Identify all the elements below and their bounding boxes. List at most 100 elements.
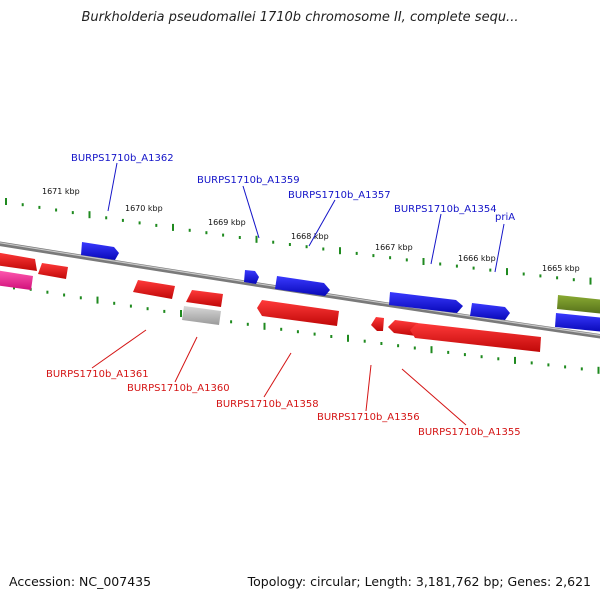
scale-minor-tick — [146, 307, 149, 311]
scale-major-tick — [506, 268, 508, 276]
gene-arrow-gray-feature[interactable] — [182, 306, 221, 325]
gene-arrow-a1358[interactable] — [257, 300, 339, 326]
inner-scale-track — [13, 282, 600, 374]
scale-tick-label: 1671 kbp — [42, 187, 80, 196]
gene-label-a1358[interactable]: BURPS1710b_A1358 — [216, 399, 319, 410]
gene-label-a1355[interactable]: BURPS1710b_A1355 — [418, 427, 521, 438]
gene-arrow-a1355[interactable] — [410, 323, 541, 352]
gene-label-a1356[interactable]: BURPS1710b_A1356 — [317, 412, 420, 423]
scale-minor-tick — [113, 301, 116, 305]
scale-minor-tick — [272, 240, 275, 244]
scale-tick-label: 1670 kbp — [125, 204, 163, 213]
leader-line-a1362 — [107, 162, 118, 212]
scale-minor-tick — [472, 266, 475, 270]
gene-arrow-a1360[interactable] — [186, 290, 223, 307]
scale-major-tick — [347, 334, 349, 342]
scale-minor-tick — [238, 236, 241, 239]
gene-label-a1362[interactable]: BURPS1710b_A1362 — [71, 153, 174, 164]
genome-stats-text: Topology: circular; Length: 3,181,762 bp… — [247, 574, 591, 589]
gene-label-a1361[interactable]: BURPS1710b_A1361 — [46, 369, 149, 380]
scale-minor-tick — [322, 247, 325, 251]
scale-minor-tick — [447, 350, 450, 354]
leader-line-a1355 — [401, 368, 467, 426]
scale-minor-tick — [55, 208, 58, 212]
scale-minor-tick — [155, 223, 158, 227]
scale-minor-tick — [489, 268, 492, 272]
scale-minor-tick — [530, 361, 533, 365]
gene-arrow-left-edge[interactable] — [0, 252, 37, 271]
gene-arrow-a1354[interactable] — [389, 292, 463, 313]
scale-minor-tick — [313, 332, 316, 336]
scale-minor-tick — [363, 339, 366, 343]
outer-scale-track — [5, 198, 592, 285]
gene-arrow-red-small[interactable] — [38, 263, 68, 279]
gene-arrow-a1357[interactable] — [275, 276, 330, 296]
chromosome-backbone-highlight — [0, 242, 600, 336]
scale-major-tick — [589, 277, 592, 285]
scale-minor-tick — [463, 353, 466, 357]
scale-major-tick — [180, 310, 182, 317]
scale-major-tick — [96, 296, 99, 304]
gene-label-a1354[interactable]: BURPS1710b_A1354 — [394, 204, 497, 215]
leader-line-a1356 — [365, 364, 372, 412]
scale-minor-tick — [405, 258, 408, 262]
scale-major-tick — [430, 346, 433, 354]
scale-major-tick — [339, 247, 341, 255]
leader-line-a1361 — [91, 329, 147, 369]
scale-major-tick — [5, 198, 7, 205]
scale-minor-tick — [230, 320, 233, 324]
scale-minor-tick — [564, 365, 567, 369]
gene-label-a1359[interactable]: BURPS1710b_A1359 — [197, 175, 300, 186]
gene-arrow-small-forward[interactable] — [244, 270, 259, 284]
scale-major-tick — [422, 258, 425, 265]
scale-minor-tick — [372, 254, 375, 258]
gene-arrow-a1361[interactable] — [133, 280, 175, 299]
scale-minor-tick — [222, 233, 225, 237]
scale-minor-tick — [63, 293, 66, 297]
scale-major-tick — [255, 235, 258, 243]
scale-tick-label: 1668 kbp — [291, 232, 329, 241]
scale-tick-label: 1665 kbp — [542, 264, 580, 273]
gene-arrow-a1356[interactable] — [371, 317, 384, 331]
scale-minor-tick — [163, 309, 166, 313]
scale-minor-tick — [305, 245, 308, 249]
accession-text: Accession: NC_007435 — [9, 574, 152, 589]
leader-line-a1354 — [430, 213, 442, 265]
scale-minor-tick — [522, 272, 525, 276]
scale-minor-tick — [246, 322, 249, 326]
scale-minor-tick — [71, 211, 74, 215]
gene-arrow-olive-feature[interactable] — [557, 295, 600, 314]
scale-minor-tick — [330, 335, 333, 338]
gene-arrow-pria[interactable] — [470, 303, 510, 320]
scale-minor-tick — [129, 304, 132, 308]
scale-minor-tick — [389, 256, 392, 260]
gene-arrow-pink-feature[interactable] — [0, 270, 33, 290]
gene-arrow-a1362[interactable] — [81, 242, 119, 260]
gene-label-a1357[interactable]: BURPS1710b_A1357 — [288, 190, 391, 201]
scale-minor-tick — [480, 355, 483, 359]
scale-minor-tick — [572, 278, 575, 282]
scale-minor-tick — [21, 203, 24, 207]
scale-minor-tick — [46, 290, 49, 294]
scale-minor-tick — [556, 276, 559, 280]
leader-line-a1357 — [308, 199, 336, 247]
scale-minor-tick — [547, 363, 550, 367]
scale-major-tick — [514, 356, 516, 364]
scale-tick-label: 1666 kbp — [458, 254, 496, 263]
gene-label-a1360[interactable]: BURPS1710b_A1360 — [127, 383, 230, 394]
chromosome-backbone — [0, 241, 600, 339]
page-title: Burkholderia pseudomallei 1710b chromoso… — [81, 10, 519, 25]
gene-label-pria[interactable]: priA — [495, 212, 515, 223]
gene-arrow-forward-edge[interactable] — [555, 313, 600, 332]
scale-major-tick — [172, 223, 174, 231]
scale-minor-tick — [497, 357, 500, 361]
scale-minor-tick — [580, 367, 583, 371]
scale-minor-tick — [105, 216, 108, 220]
scale-major-tick — [597, 366, 600, 374]
gene-arrow-a1355-front[interactable] — [388, 320, 418, 336]
leader-line-a1359 — [242, 185, 260, 239]
scale-minor-tick — [439, 262, 442, 266]
scale-minor-tick — [121, 218, 124, 222]
scale-minor-tick — [539, 274, 542, 278]
